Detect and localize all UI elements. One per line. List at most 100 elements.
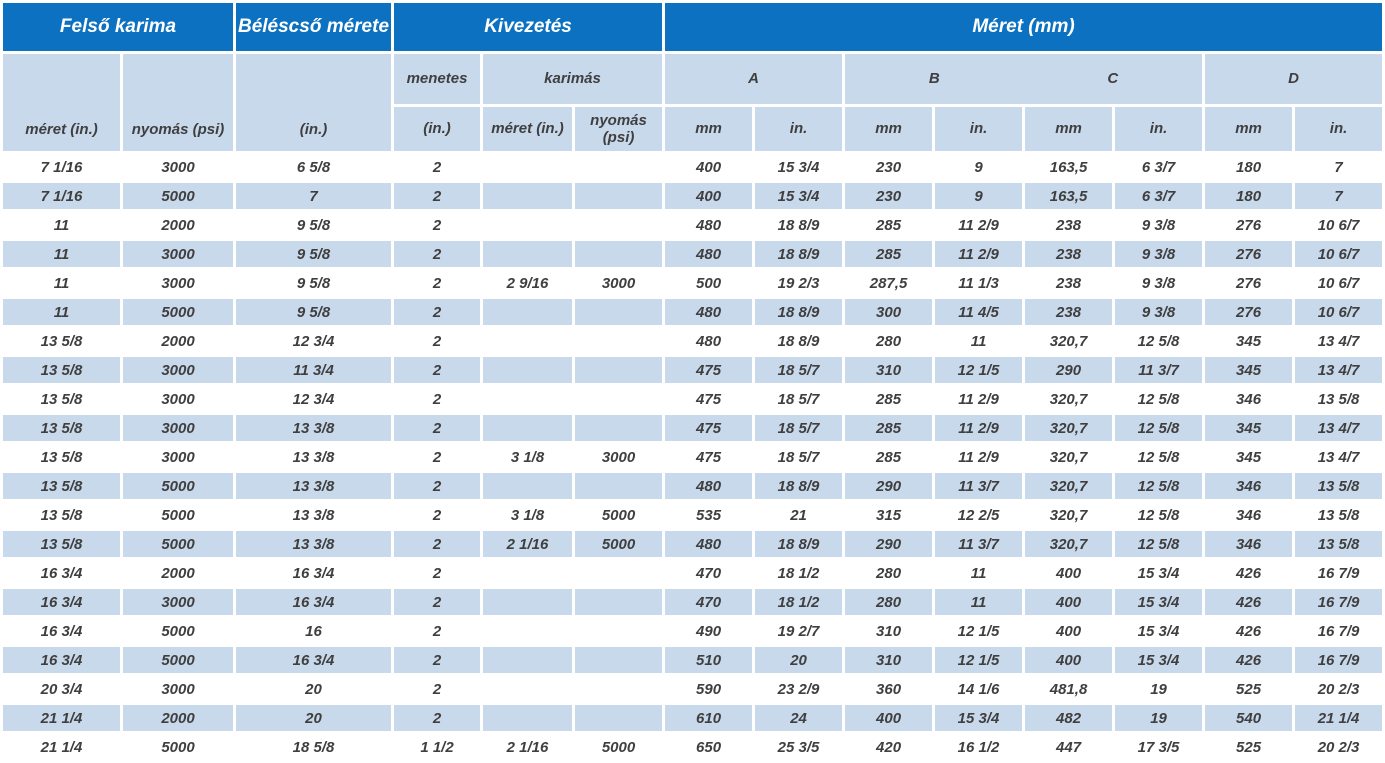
cell: 9 3/8 — [1115, 270, 1203, 296]
cell: 180 — [1205, 183, 1293, 209]
cell — [483, 415, 573, 441]
cell: 9 — [935, 154, 1023, 180]
cell: 9 5/8 — [236, 270, 392, 296]
cell: 20 2/3 — [1295, 734, 1383, 760]
cell: 12 5/8 — [1115, 386, 1203, 412]
cell: 9 5/8 — [236, 299, 392, 325]
cell — [575, 647, 663, 673]
cell: 287,5 — [845, 270, 933, 296]
unit-b-in: in. — [935, 107, 1023, 151]
cell: 480 — [665, 212, 753, 238]
header-felso-karima: Felső karima — [3, 3, 234, 51]
cell: 540 — [1205, 705, 1293, 731]
cell: 13 5/8 — [1295, 502, 1383, 528]
cell: 426 — [1205, 647, 1293, 673]
cell: 11 — [935, 589, 1023, 615]
cell: 320,7 — [1025, 328, 1113, 354]
cell: 11 — [935, 328, 1023, 354]
cell: 16 3/4 — [3, 560, 120, 586]
cell: 15 3/4 — [1115, 560, 1203, 586]
cell: 11 3/7 — [935, 531, 1023, 557]
cell: 16 3/4 — [3, 589, 120, 615]
cell: 23 2/9 — [755, 676, 843, 702]
cell: 20 — [755, 647, 843, 673]
cell: 285 — [845, 415, 933, 441]
cell: 480 — [665, 531, 753, 557]
cell: 2 — [394, 676, 481, 702]
subheader-meret-in: méret (in.) — [3, 54, 120, 151]
cell: 238 — [1025, 212, 1113, 238]
cell: 2 — [394, 241, 481, 267]
table-row: 11 5000 9 5/8 2 480 18 8/9 300 11 4/5 238 9 3/8 27… — [3, 299, 1383, 325]
cell: 11 2/9 — [935, 444, 1023, 470]
cell: 13 5/8 — [3, 415, 120, 441]
cell: 426 — [1205, 589, 1293, 615]
cell: 345 — [1205, 415, 1293, 441]
cell: 400 — [1025, 560, 1113, 586]
cell: 7 — [1295, 154, 1383, 180]
unit-header-row: (in.) méret (in.) nyomás (psi) mm in. mm… — [3, 107, 1383, 151]
cell: 426 — [1205, 560, 1293, 586]
cell: 2 9/16 — [483, 270, 573, 296]
cell: 12 5/8 — [1115, 502, 1203, 528]
cell: 19 — [1115, 705, 1203, 731]
header-meret-mm: Méret (mm) — [665, 3, 1383, 51]
cell — [483, 676, 573, 702]
cell: 12 2/5 — [935, 502, 1023, 528]
cell: 13 5/8 — [3, 386, 120, 412]
cell: 16 7/9 — [1295, 560, 1383, 586]
cell: 21 1/4 — [3, 734, 120, 760]
cell: 420 — [845, 734, 933, 760]
cell: 290 — [1025, 357, 1113, 383]
table-row: 13 5/8 2000 12 3/4 2 480 18 8/9 280 11 320,7 12 5… — [3, 328, 1383, 354]
cell: 24 — [755, 705, 843, 731]
table-row: 13 5/8 5000 13 3/8 2 480 18 8/9 290 11 3/7 320,7… — [3, 473, 1383, 499]
cell: 345 — [1205, 328, 1293, 354]
cell: 346 — [1205, 386, 1293, 412]
cell: 2000 — [123, 328, 234, 354]
cell: 426 — [1205, 618, 1293, 644]
cell — [575, 299, 663, 325]
cell: 5000 — [575, 734, 663, 760]
cell — [483, 618, 573, 644]
cell: 13 5/8 — [3, 531, 120, 557]
cell: 12 3/4 — [236, 328, 392, 354]
cell — [575, 328, 663, 354]
cell: 2 — [394, 183, 481, 209]
cell: 290 — [845, 531, 933, 557]
unit-d-mm: mm — [1205, 107, 1293, 151]
cell: 1 1/2 — [394, 734, 481, 760]
cell: 525 — [1205, 676, 1293, 702]
cell — [575, 415, 663, 441]
cell: 13 5/8 — [1295, 473, 1383, 499]
cell: 2 — [394, 212, 481, 238]
cell: 475 — [665, 357, 753, 383]
cell: 13 4/7 — [1295, 328, 1383, 354]
cell: 5000 — [123, 502, 234, 528]
cell: 10 6/7 — [1295, 270, 1383, 296]
cell: 13 5/8 — [1295, 386, 1383, 412]
cell — [575, 705, 663, 731]
cell: 16 1/2 — [935, 734, 1023, 760]
cell: 360 — [845, 676, 933, 702]
cell: 3000 — [123, 589, 234, 615]
cell: 12 5/8 — [1115, 531, 1203, 557]
cell: 280 — [845, 328, 933, 354]
cell: 16 3/4 — [3, 618, 120, 644]
unit-d-in: in. — [1295, 107, 1383, 151]
cell: 11 3/4 — [236, 357, 392, 383]
main-header-row: Felső karima Béléscső mérete Kivezetés M… — [3, 3, 1383, 51]
cell: 13 5/8 — [3, 328, 120, 354]
cell: 14 1/6 — [935, 676, 1023, 702]
cell: 163,5 — [1025, 154, 1113, 180]
cell: 9 5/8 — [236, 212, 392, 238]
cell: 11 2/9 — [935, 386, 1023, 412]
cell: 18 5/7 — [755, 386, 843, 412]
cell: 400 — [1025, 589, 1113, 615]
cell: 18 8/9 — [755, 241, 843, 267]
cell: 15 3/4 — [1115, 647, 1203, 673]
cell: 18 5/7 — [755, 444, 843, 470]
cell: 6 3/7 — [1115, 183, 1203, 209]
cell: 180 — [1205, 154, 1293, 180]
unit-b-mm: mm — [845, 107, 933, 151]
